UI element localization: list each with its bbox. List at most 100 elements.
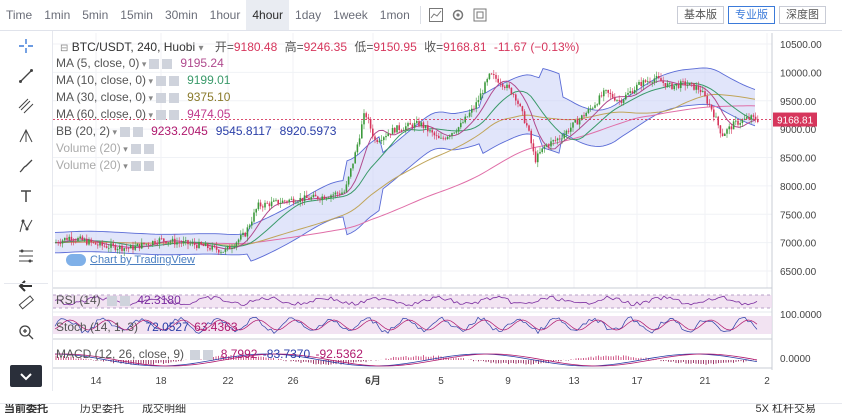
macd-settings-icon[interactable] <box>190 349 201 360</box>
view-depth-button[interactable]: 深度图 <box>779 6 826 24</box>
indicator-label: MA (5, close, 0) <box>56 56 140 70</box>
indicator-close-icon[interactable] <box>143 143 154 154</box>
candle-body <box>691 83 693 84</box>
indicator-close-icon[interactable] <box>169 75 180 86</box>
margin-trading-link[interactable]: 5X 杠杆交易 <box>755 403 816 413</box>
collapse-icon[interactable]: ⊟ <box>60 43 69 54</box>
candle-body <box>180 242 183 244</box>
timeframe-4hour[interactable]: 4hour <box>246 0 290 30</box>
timeframe-1min[interactable]: 1min <box>44 8 71 22</box>
indicator-legend-row: Volume (20) ▾ <box>56 141 154 155</box>
candle-body <box>319 199 321 201</box>
price-axis-label: 8500.00 <box>780 154 817 165</box>
candle-body <box>312 194 315 198</box>
pattern-icon[interactable] <box>14 215 38 237</box>
candle-body <box>286 201 288 203</box>
timeframe-5min[interactable]: 5min <box>82 8 109 22</box>
indicators-icon[interactable] <box>425 4 447 26</box>
timeframe-1mon[interactable]: 1mon <box>379 8 410 22</box>
candle-body <box>464 116 466 123</box>
tab-open-orders[interactable]: 当前委托 <box>4 403 48 413</box>
rsi-close-icon[interactable] <box>120 295 131 306</box>
candle-body <box>655 75 658 79</box>
indicator-value: 9545.8117 <box>215 124 272 138</box>
candle-body <box>666 83 669 87</box>
crosshair-icon[interactable] <box>14 35 38 57</box>
candle-body <box>297 202 299 203</box>
indicator-menu-icon[interactable]: ▾ <box>146 76 154 86</box>
scroll-to-latest-button[interactable] <box>10 365 42 387</box>
candle-body <box>528 125 530 131</box>
brush-icon[interactable] <box>14 155 38 177</box>
candle-body <box>636 84 638 90</box>
indicator-settings-icon[interactable] <box>156 92 167 103</box>
timeframe-30min[interactable]: 30min <box>164 8 198 22</box>
candle-body <box>427 125 429 132</box>
indicator-close-icon[interactable] <box>169 109 180 120</box>
indicator-menu-icon[interactable]: ▾ <box>110 127 118 137</box>
indicator-menu-icon[interactable]: ▾ <box>139 59 147 69</box>
candle-body <box>310 197 312 200</box>
candle-body <box>354 152 356 164</box>
indicator-menu-icon[interactable]: ▾ <box>120 161 128 171</box>
pitchfork-icon[interactable] <box>14 125 38 147</box>
view-basic-button[interactable]: 基本版 <box>677 6 724 24</box>
rsi-legend: RSI (14) 42.3180 <box>56 293 181 307</box>
timeframe-1hour[interactable]: 1hour <box>209 8 241 22</box>
watermark-text: Chart by TradingView <box>90 254 195 266</box>
trend-line-icon[interactable] <box>14 65 38 87</box>
candle-body <box>506 84 508 89</box>
indicator-settings-icon[interactable] <box>130 143 141 154</box>
candle-body <box>563 134 565 139</box>
date-axis-label: 9 <box>505 376 511 387</box>
text-tool-icon[interactable] <box>14 185 38 207</box>
indicator-menu-icon[interactable]: ▾ <box>146 110 154 120</box>
zoom-in-icon[interactable] <box>14 321 38 343</box>
settings-gear-icon[interactable] <box>447 4 469 26</box>
macd-close-icon[interactable] <box>203 349 214 360</box>
symbol-menu-icon[interactable]: ▾ <box>198 43 204 54</box>
timeframe-time[interactable]: Time <box>6 8 33 22</box>
fib-retracement-icon[interactable] <box>14 245 38 267</box>
timeframe-1week[interactable]: 1week <box>333 8 368 22</box>
timeframe-1day[interactable]: 1day <box>295 8 322 22</box>
candle-body <box>512 94 515 96</box>
indicator-close-icon[interactable] <box>169 92 180 103</box>
back-arrow-icon[interactable] <box>14 275 38 297</box>
indicator-settings-icon[interactable] <box>149 58 160 69</box>
parallel-channel-icon[interactable] <box>14 95 38 117</box>
timeframe-list: Time 1min 5min 15min 30min 1hour 4hour 1day 1wee… <box>0 0 416 30</box>
indicator-menu-icon[interactable]: ▾ <box>146 93 154 103</box>
indicator-settings-icon[interactable] <box>120 126 131 137</box>
candle-body <box>451 133 453 136</box>
candle-body <box>380 140 383 141</box>
candle-body <box>455 131 458 133</box>
candle-body <box>246 227 249 237</box>
rsi-value: 42.3180 <box>137 293 181 307</box>
ruler-icon[interactable] <box>14 291 38 313</box>
indicator-settings-icon[interactable] <box>130 160 141 171</box>
indicator-settings-icon[interactable] <box>156 75 167 86</box>
candle-body <box>743 118 746 120</box>
candle-body <box>90 239 92 243</box>
tab-trade-details[interactable]: 成交明细 <box>142 403 186 413</box>
view-pro-button[interactable]: 专业版 <box>728 6 775 24</box>
indicator-settings-icon[interactable] <box>156 109 167 120</box>
indicator-close-icon[interactable] <box>162 58 173 69</box>
candle-body <box>165 241 167 244</box>
candle-body <box>682 81 684 83</box>
indicator-close-icon[interactable] <box>143 160 154 171</box>
indicator-legend-row: Volume (20) ▾ <box>56 158 154 172</box>
rsi-settings-icon[interactable] <box>107 295 118 306</box>
stoch-k-value: 72.0527 <box>145 320 189 334</box>
candle-body <box>64 237 66 241</box>
candle-body <box>519 103 521 107</box>
stoch-legend: Stoch (14, 1, 3) 72.0527 63.4363 <box>56 320 238 334</box>
tab-order-history[interactable]: 历史委托 <box>80 403 124 413</box>
timeframe-15min[interactable]: 15min <box>120 8 153 22</box>
fullscreen-icon[interactable] <box>469 4 491 26</box>
indicator-close-icon[interactable] <box>133 126 144 137</box>
candle-body <box>706 96 708 104</box>
candle-body <box>510 87 513 95</box>
indicator-menu-icon[interactable]: ▾ <box>120 144 128 154</box>
